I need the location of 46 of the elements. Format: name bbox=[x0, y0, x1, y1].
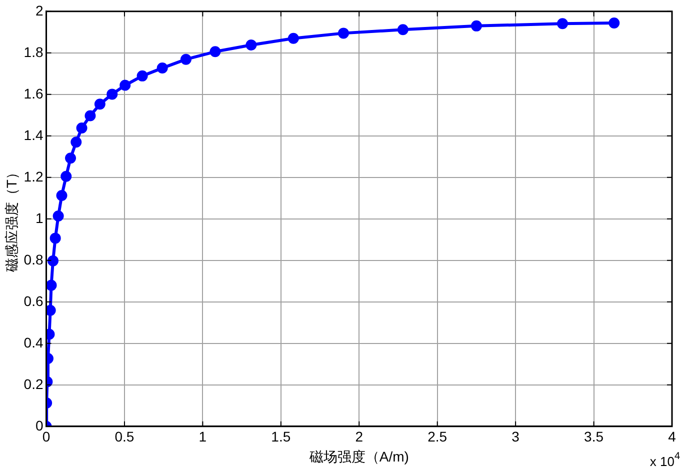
y-tick-label: 0.6 bbox=[24, 292, 44, 309]
y-tick-label: 0 bbox=[35, 417, 44, 434]
point bbox=[246, 40, 257, 51]
y-tick-label: 1 bbox=[35, 210, 44, 226]
point bbox=[70, 136, 82, 148]
point bbox=[288, 32, 299, 44]
y-tick-label: 0.2 bbox=[24, 376, 44, 392]
point bbox=[608, 18, 620, 29]
point bbox=[50, 232, 61, 244]
x-tick-label: 2.5 bbox=[428, 428, 448, 445]
point bbox=[556, 18, 568, 30]
point bbox=[60, 170, 72, 182]
x-axis-title: 磁场强度（A/m) bbox=[308, 448, 409, 464]
point bbox=[397, 24, 408, 36]
point bbox=[156, 62, 168, 74]
point bbox=[180, 54, 192, 65]
point bbox=[56, 190, 68, 201]
y-tick-label: 1.8 bbox=[24, 44, 44, 60]
x-tick-label: 0.5 bbox=[114, 428, 134, 445]
point bbox=[84, 110, 96, 122]
point bbox=[120, 80, 131, 91]
point bbox=[210, 46, 221, 58]
point bbox=[338, 28, 349, 39]
point bbox=[47, 255, 58, 266]
point bbox=[136, 70, 148, 82]
point bbox=[470, 20, 482, 32]
point bbox=[52, 210, 64, 222]
point bbox=[46, 280, 57, 291]
y-tick-label: 1.6 bbox=[24, 85, 44, 102]
point bbox=[65, 152, 76, 164]
y-tick-label: 1.4 bbox=[24, 126, 44, 143]
x-tick-label: 3 bbox=[512, 428, 520, 445]
x-tick-label: 4 bbox=[668, 428, 676, 445]
point bbox=[106, 88, 118, 100]
x-tick-label: 3.5 bbox=[584, 428, 604, 445]
point bbox=[46, 304, 56, 316]
x-tick-label: 1 bbox=[198, 428, 207, 445]
x-tick-label: 1.5 bbox=[271, 428, 291, 445]
y-axis-title: 磁感应强度（T） bbox=[3, 166, 20, 274]
point bbox=[94, 98, 106, 110]
x-tick-label: 2 bbox=[355, 428, 364, 445]
y-tick-label: 1.2 bbox=[24, 168, 44, 184]
y-tick-label: 0.8 bbox=[24, 251, 44, 268]
y-tick-label: 2 bbox=[35, 2, 44, 18]
y-tick-label: 0.4 bbox=[24, 334, 44, 350]
point bbox=[76, 122, 88, 134]
